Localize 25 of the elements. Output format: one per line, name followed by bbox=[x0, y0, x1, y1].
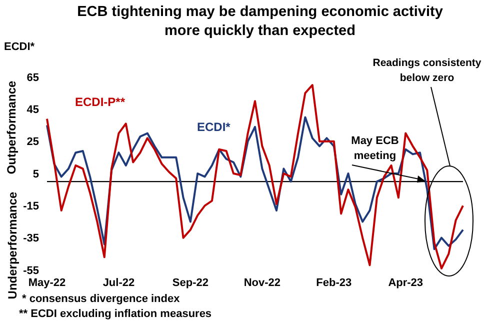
y-tick-label: -15 bbox=[23, 200, 39, 213]
x-tick-label: Feb-23 bbox=[316, 276, 352, 289]
y-tick-label: 45 bbox=[26, 104, 39, 116]
annotation: May ECB meeting bbox=[350, 134, 400, 164]
chart-title: ECB tightening may be dampening economic activity more quickly than expected bbox=[76, 3, 444, 41]
annotation: Readings consistenty below zero bbox=[372, 56, 482, 86]
y-tick-label: -55 bbox=[23, 264, 39, 277]
y-tick-label: -35 bbox=[23, 232, 39, 245]
y-tick-label: 65 bbox=[26, 72, 39, 84]
y-tick-label: 25 bbox=[26, 136, 39, 148]
series-label: ECDI-P** bbox=[75, 95, 126, 109]
series-label: ECDI* bbox=[197, 120, 230, 134]
x-tick-label: Sep-22 bbox=[172, 276, 208, 289]
text: ** ECDI excluding inflation measures bbox=[19, 307, 213, 322]
x-tick-label: May-22 bbox=[28, 276, 66, 289]
x-tick-label: Jul-22 bbox=[102, 276, 135, 289]
line-series bbox=[46, 116, 464, 250]
y-tick-label: 5 bbox=[32, 168, 39, 180]
y-axis-title: ECDI* bbox=[4, 41, 35, 53]
text: Underperformance bbox=[6, 190, 20, 302]
text: * consensus divergence index bbox=[22, 292, 181, 307]
text: Outperformance bbox=[4, 80, 20, 176]
line-series bbox=[46, 84, 464, 270]
x-tick-label: Nov-22 bbox=[244, 276, 281, 289]
x-tick-label: Apr-23 bbox=[388, 276, 424, 289]
